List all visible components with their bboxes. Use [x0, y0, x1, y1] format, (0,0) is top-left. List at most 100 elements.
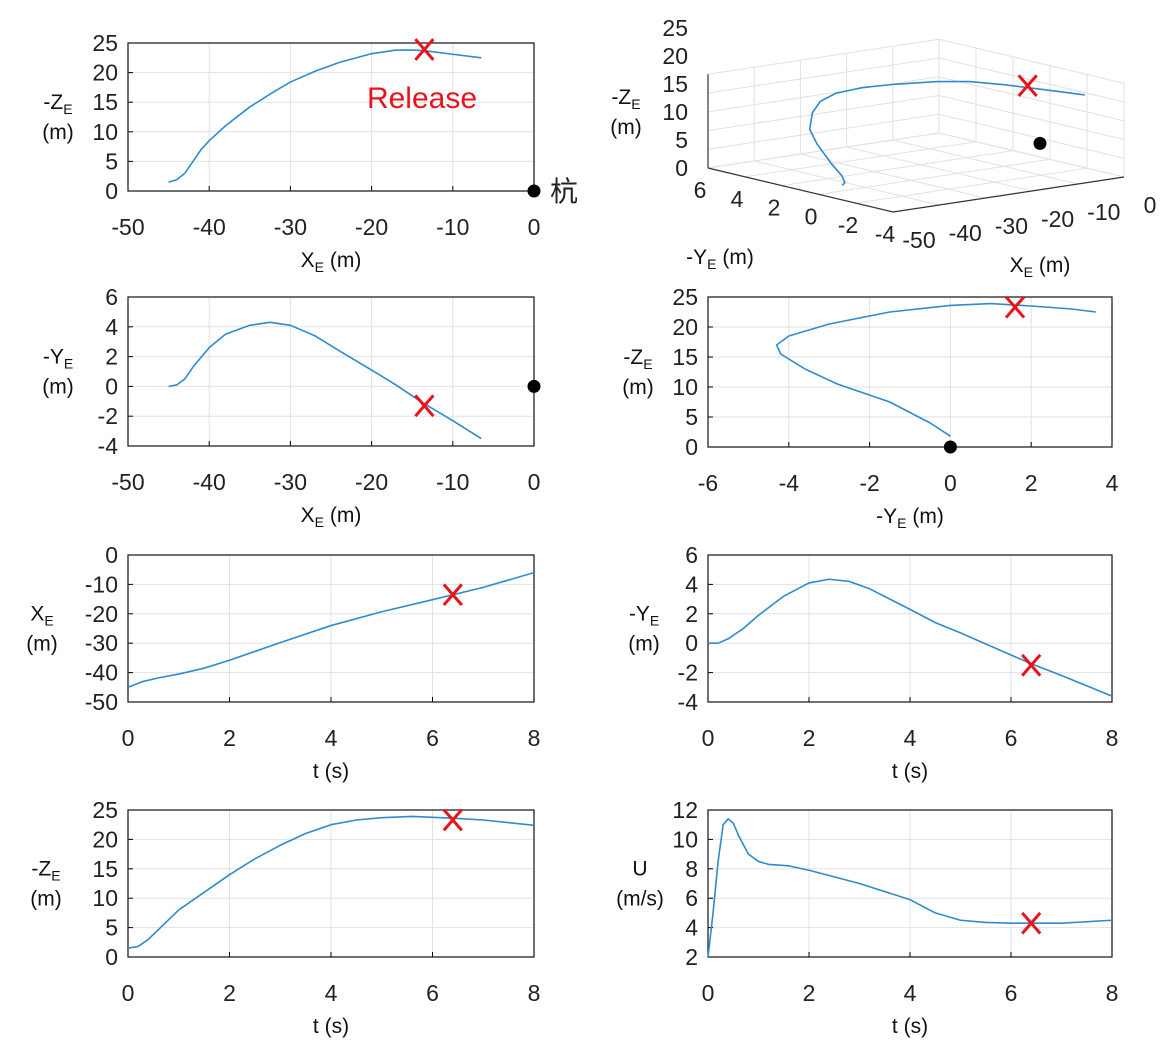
- y-tick-label: 0: [105, 178, 118, 204]
- z-axis-unit: (m): [610, 116, 641, 139]
- y-axis-unit: (m): [42, 376, 73, 399]
- wall-gridline: [938, 95, 1125, 140]
- y-tick-label: 6: [694, 177, 707, 203]
- y-tick-label: 5: [105, 148, 118, 174]
- x-tick-label: 0: [122, 725, 135, 751]
- x-tick-label: 6: [426, 725, 439, 751]
- floor-gridline: [800, 153, 986, 199]
- x-tick-label: -40: [193, 214, 226, 240]
- axes-frame: [127, 296, 535, 447]
- axes-frame: [127, 42, 535, 192]
- floor-gridline: [781, 150, 1014, 187]
- release-marker-stroke: [414, 38, 435, 61]
- release-marker: [1004, 295, 1026, 319]
- y-axis-label: -YE (m): [686, 246, 754, 272]
- x-tick-label: 4: [904, 980, 917, 1006]
- y-tick-label: 15: [92, 89, 118, 115]
- release-label: Release: [367, 82, 477, 115]
- x-tick-label: -20: [1041, 206, 1074, 232]
- floor-gridline: [818, 158, 1051, 195]
- x-tick-label: 4: [1106, 470, 1119, 496]
- x-axis-label-sub: E: [315, 514, 324, 530]
- y-tick-label: -50: [85, 689, 118, 715]
- data-line: [168, 321, 482, 440]
- release-marker: [1021, 653, 1042, 677]
- y-axis-label-sub: E: [51, 868, 60, 884]
- x-tick-label: 4: [325, 725, 338, 751]
- x-tick-label: 0: [702, 725, 715, 751]
- data-line: [168, 49, 482, 183]
- y-axis-unit: (m): [30, 888, 61, 911]
- plot-area: [128, 43, 534, 191]
- x-tick-label: 4: [904, 725, 917, 751]
- x-axis: [892, 176, 1125, 213]
- y-tick-label: -20: [85, 601, 118, 627]
- x-axis-label: t (s): [892, 760, 928, 783]
- x-tick-label: -50: [902, 227, 935, 253]
- y-axis-label-main: X: [30, 603, 44, 626]
- x-axis-label-unit: (m): [907, 505, 944, 528]
- y-tick-label: 20: [672, 314, 698, 340]
- y-axis-label: -ZE: [43, 91, 72, 117]
- y-tick-label: 5: [685, 404, 698, 430]
- y-tick-label: 0: [685, 630, 698, 656]
- x-tick-label: 2: [223, 725, 236, 751]
- y-tick-label: 4: [685, 571, 698, 597]
- y-axis-label-sub: E: [650, 613, 659, 629]
- y-axis-label-sub: E: [44, 613, 53, 629]
- y-axis-label: -YE: [43, 346, 73, 372]
- y-tick-label: 25: [672, 284, 698, 310]
- wall-gridline: [938, 132, 1125, 178]
- y-axis-label-sub: E: [643, 356, 652, 372]
- x-axis-label: -YE (m): [876, 505, 944, 531]
- z-tick-label: 25: [662, 15, 688, 41]
- y-axis-label-main: U: [632, 858, 647, 881]
- y-tick-label: -4: [875, 221, 896, 247]
- axes-frame: [127, 809, 535, 958]
- y-tick-label: 6: [685, 885, 698, 911]
- x-tick-label: 2: [223, 980, 236, 1006]
- y-axis-label: -ZE: [623, 346, 652, 372]
- y-tick-label: 0: [105, 542, 118, 568]
- x-tick-label: 6: [1005, 725, 1018, 751]
- y-tick-label: 15: [672, 344, 698, 370]
- y-tick-label: -2: [678, 660, 698, 686]
- z-tick-label: 5: [675, 127, 688, 153]
- x-axis-label: XE (m): [301, 249, 362, 275]
- y-tick-label: 10: [92, 119, 118, 145]
- x-tick-label: 6: [1005, 980, 1018, 1006]
- y-tick-label: 6: [685, 542, 698, 568]
- x-tick-label: 0: [944, 470, 957, 496]
- z-tick-label: 0: [675, 155, 688, 181]
- origin-dot: [943, 440, 957, 454]
- x-tick-label: 2: [1025, 470, 1038, 496]
- release-marker: [442, 583, 463, 607]
- y-tick-label: -2: [98, 403, 118, 429]
- y-tick-label: 6: [105, 284, 118, 310]
- y-tick-label: 4: [731, 186, 744, 212]
- x-axis-label-sub: E: [1024, 264, 1033, 280]
- data-line: [708, 578, 1113, 697]
- x-tick-label: -4: [779, 470, 800, 496]
- wall-gridline: [707, 95, 940, 131]
- y-tick-label: 4: [105, 314, 118, 340]
- x-axis-label-main: X: [301, 504, 315, 527]
- release-marker-stroke: [1021, 653, 1042, 677]
- origin-dot: [1033, 136, 1047, 150]
- wall-gridline: [938, 76, 1125, 122]
- release-marker-stroke: [442, 808, 463, 832]
- release-marker: [414, 38, 435, 61]
- x-tick-label: -30: [995, 213, 1028, 239]
- release-marker-stroke: [1021, 911, 1042, 935]
- x-tick-label: 0: [528, 214, 541, 240]
- release-marker: [414, 394, 435, 418]
- subplot-7: 0 2 4 6 8 0 5 10 15 20 25 t (s) -ZE (m): [30, 797, 540, 1038]
- y-tick-label: 2: [768, 195, 781, 221]
- y-tick-label: 15: [92, 856, 118, 882]
- release-marker: [1021, 911, 1042, 935]
- x-axis-label-unit: (m): [324, 249, 361, 272]
- x-axis-label-main: t (s): [892, 1015, 928, 1038]
